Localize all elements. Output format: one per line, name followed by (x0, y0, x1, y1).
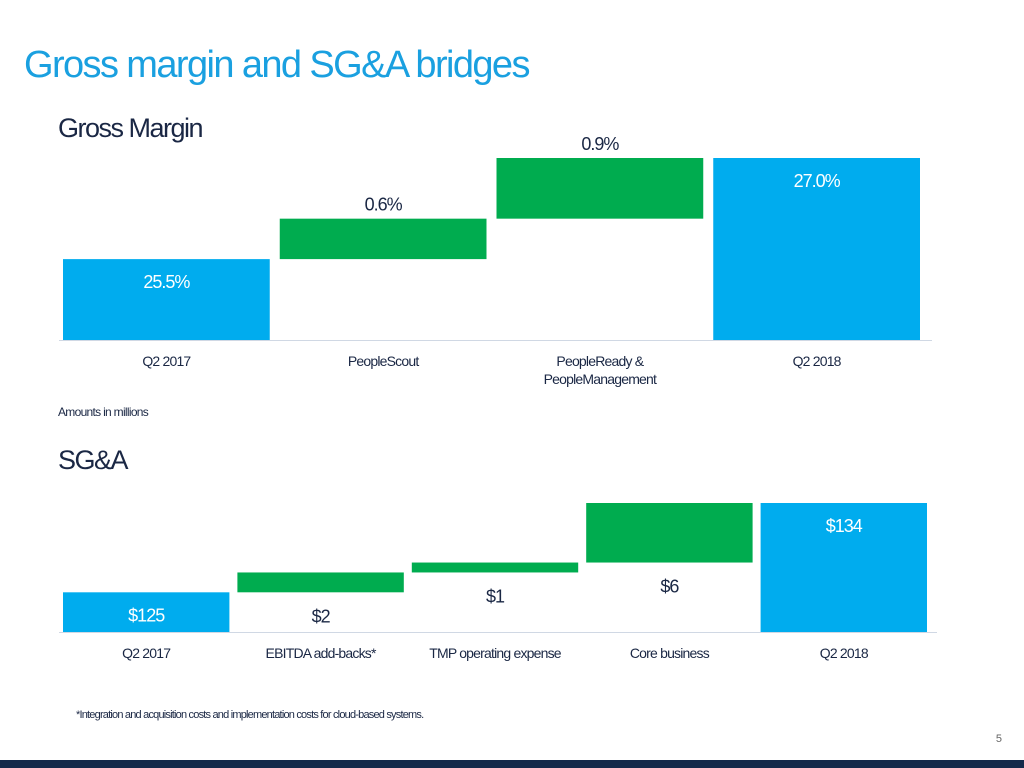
bar-core-business (586, 503, 753, 563)
footnote: *Integration and acquisition costs and i… (76, 709, 424, 721)
slide-title: Gross margin and SG&A bridges (24, 44, 530, 86)
data-label-peopleready-peoplemanagement: 0.9% (581, 134, 619, 154)
bar-peoplescout (279, 218, 487, 260)
bar-q2-2017 (63, 259, 270, 340)
data-label-ebitda-add-backs: $2 (312, 606, 331, 626)
bar-q2-2018 (713, 158, 920, 340)
bar-q2-2017 (63, 592, 230, 632)
tick-label-q2-2018: Q2 2018 (793, 353, 842, 369)
tick-label-core-business: Core business (630, 645, 710, 661)
tick-label-peopleready-peoplemanagement-line-2: PeopleManagement (544, 371, 657, 387)
bar-q2-2018 (760, 503, 927, 632)
data-label-tmp-operating-expense: $1 (486, 586, 505, 606)
tick-label-q2-2017: Q2 2017 (122, 645, 171, 661)
page-number: 5 (995, 733, 1002, 745)
sga-waterfall-chart: $125 Q2 2017 $2 EBITDA add-backs* $1 TMP oper… (59, 503, 937, 661)
data-label-core-business: $6 (660, 577, 679, 597)
bar-ebitda-add-backs (237, 572, 404, 593)
data-label-peoplescout: 0.6% (365, 195, 403, 215)
tick-label-peopleready-peoplemanagement-line-1: PeopleReady & (556, 353, 644, 369)
footer-bar (0, 760, 1024, 768)
data-label-q2-2017: 25.5% (143, 272, 190, 292)
gross-margin-waterfall-chart: 25.5% Q2 2017 0.6% PeopleScout 0.9% PeopleRea… (59, 134, 932, 387)
sga-chart-title: SG&A (58, 445, 129, 475)
amounts-note: Amounts in millions (58, 405, 149, 419)
tick-label-tmp-operating-expense: TMP operating expense (429, 645, 562, 661)
data-label-q2-2018: $134 (826, 516, 863, 536)
tick-label-peoplescout: PeopleScout (348, 353, 420, 369)
gross-margin-chart-title: Gross Margin (58, 113, 204, 143)
tick-label-q2-2017: Q2 2017 (142, 353, 191, 369)
bar-peopleready-peoplemanagement (496, 158, 704, 219)
data-label-q2-2018: 27.0% (794, 171, 841, 191)
tick-label-ebitda-add-backs: EBITDA add-backs* (266, 645, 377, 661)
tick-label-q2-2018: Q2 2018 (820, 645, 869, 661)
data-label-q2-2017: $125 (128, 605, 165, 625)
bar-tmp-operating-expense (411, 562, 579, 573)
